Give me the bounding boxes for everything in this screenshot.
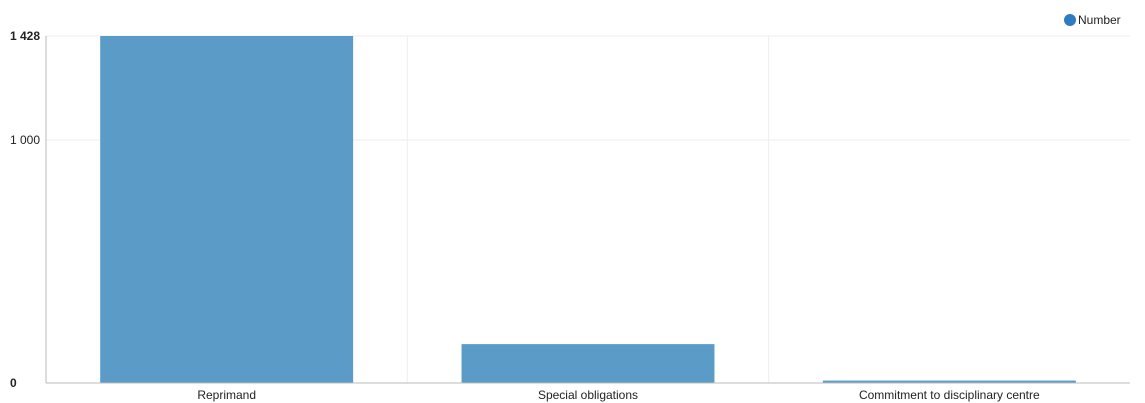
axes: 0 1 000 1 428 Reprimand Special obligations C…	[10, 29, 1130, 402]
x-tick-label: Commitment to disciplinary centre	[859, 388, 1040, 402]
legend-marker	[1064, 14, 1076, 26]
legend-label: Number	[1078, 13, 1121, 27]
x-tick-label: Reprimand	[197, 388, 256, 402]
bars	[100, 36, 1076, 383]
bar-special-obligations[interactable]	[461, 344, 715, 383]
bar-reprimand[interactable]	[100, 36, 354, 383]
y-tick-label: 1 000	[10, 133, 40, 147]
x-tick-label: Special obligations	[538, 388, 638, 402]
bar-commitment-to-disciplinary-centre[interactable]	[822, 380, 1076, 383]
y-tick-label: 1 428	[10, 29, 40, 43]
y-tick-label: 0	[10, 376, 17, 390]
legend[interactable]: Number	[1064, 13, 1121, 27]
